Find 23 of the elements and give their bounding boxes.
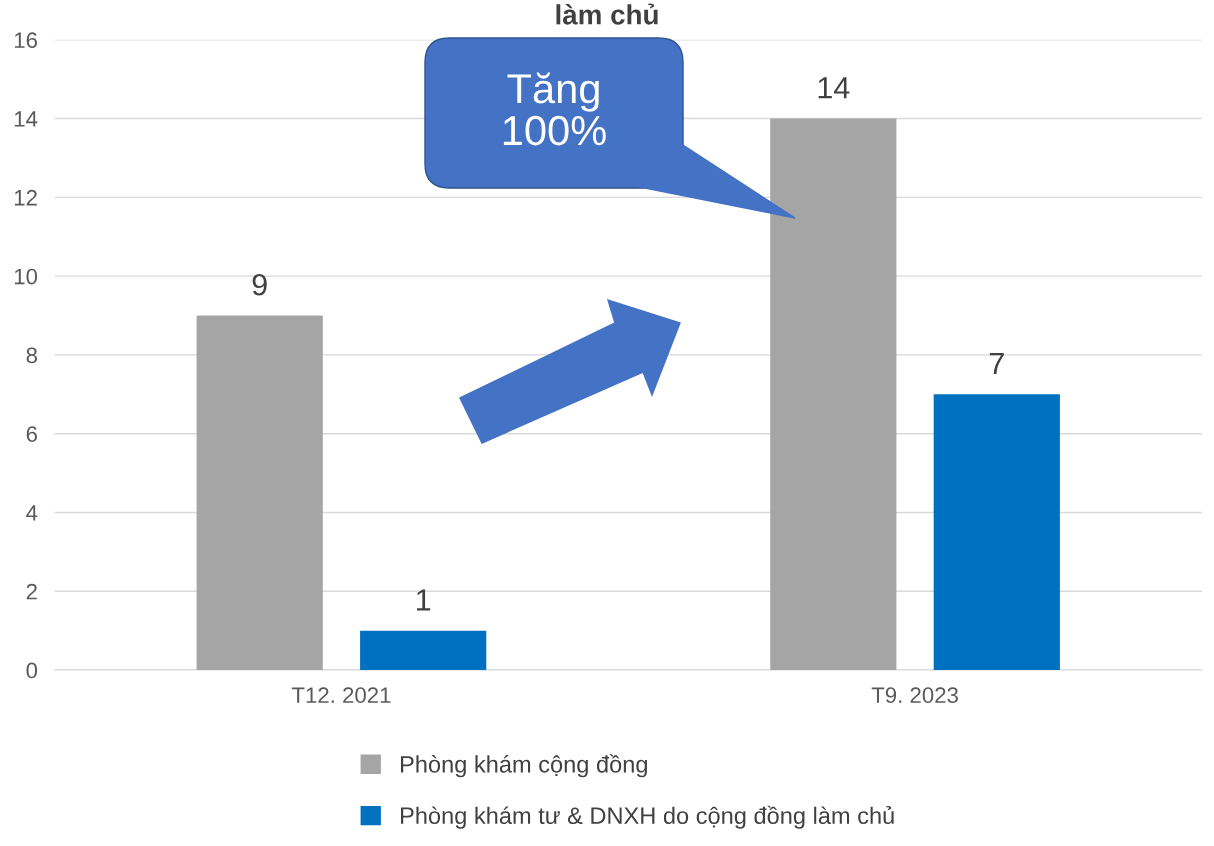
bar [770, 118, 897, 671]
annotation: Tăng 100% [503, 72, 606, 146]
x-tick-label: T9. 2023 [871, 687, 958, 704]
legend-label: Phòng khám tư & DNXH do cộng đồng làm chủ [401, 805, 894, 829]
y-tick-label: 6 [26, 426, 37, 442]
data-label: 7 [989, 353, 1004, 375]
x-tick-label: T12. 2021 [291, 687, 391, 704]
chart-title: làm chủ [556, 3, 658, 25]
y-tick-label: 16 [14, 32, 37, 49]
bar [933, 394, 1060, 671]
data-label: 1 [417, 589, 431, 611]
data-label: 9 [252, 273, 267, 296]
y-tick-label: 12 [14, 189, 37, 206]
legend-label: Phòng khám cộng đồng [401, 754, 647, 778]
data-label: 14 [818, 77, 850, 99]
y-tick-label: 4 [26, 505, 38, 521]
bar [360, 630, 487, 671]
y-tick-label: 14 [14, 111, 38, 127]
bar [196, 315, 323, 671]
y-tick-label: 10 [14, 268, 38, 285]
y-tick-label: 2 [26, 583, 37, 600]
y-tick-label: 8 [26, 347, 37, 364]
y-tick-label: 0 [26, 662, 38, 679]
